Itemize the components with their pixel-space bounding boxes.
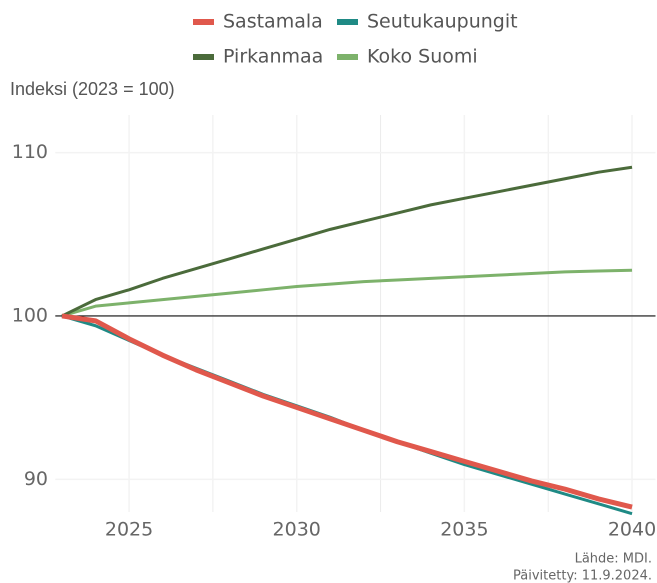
- source: Lähde: MDI.: [575, 552, 652, 567]
- y-tick-label: 90: [24, 468, 48, 490]
- series-line: [61, 313, 633, 510]
- legend-label: Sastamala: [223, 11, 323, 33]
- legend-item: Seutukaupungit: [337, 11, 518, 33]
- legend-label: Pirkanmaa: [223, 46, 323, 68]
- x-tick-label: 2035: [440, 519, 488, 541]
- legend-item: Pirkanmaa: [193, 46, 323, 68]
- legend-swatch: [337, 19, 358, 25]
- y-tick-label: 100: [12, 304, 48, 326]
- series-line: [61, 268, 633, 318]
- series-line: [61, 165, 633, 318]
- legend-item: Sastamala: [193, 11, 323, 33]
- legend-label: Seutukaupungit: [367, 11, 518, 33]
- updated: Päivitetty: 11.9.2024.: [513, 569, 652, 583]
- legend-swatch: [337, 54, 358, 60]
- legend-swatch: [193, 19, 214, 25]
- x-tick-label: 2040: [608, 519, 656, 541]
- x-tick-label: 2030: [273, 519, 321, 541]
- legend-swatch: [193, 54, 214, 60]
- y-tick-label: 110: [12, 141, 48, 163]
- y-axis-label: Indeksi (2023 = 100): [10, 79, 175, 99]
- x-tick-label: 2025: [105, 519, 153, 541]
- legend-item: Koko Suomi: [337, 46, 478, 68]
- legend-label: Koko Suomi: [367, 46, 478, 68]
